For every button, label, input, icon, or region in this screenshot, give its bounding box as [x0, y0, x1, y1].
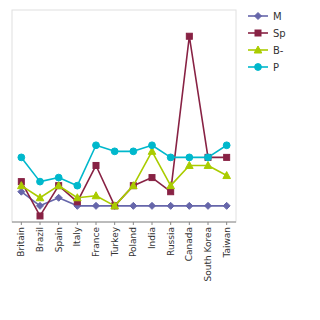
legend-marker — [254, 46, 262, 53]
x-tick-label: India — [147, 227, 157, 249]
point — [167, 202, 174, 209]
legend-label: P — [273, 62, 279, 73]
legend-label: Sp — [273, 28, 286, 39]
point — [149, 142, 156, 149]
x-axis — [12, 222, 236, 223]
legend-marker — [255, 64, 262, 71]
point — [205, 202, 212, 209]
legend: M Sp B- P — [248, 11, 286, 73]
plot-frame — [12, 10, 236, 222]
x-tick-label: Brazil — [35, 227, 45, 252]
x-tick-label: Poland — [128, 227, 138, 257]
point — [36, 194, 44, 201]
point — [55, 174, 62, 181]
point — [167, 154, 174, 161]
chart: Britain Brazil Spain Italy France Turkey Polan… — [0, 0, 320, 320]
point — [186, 33, 192, 39]
x-tick — [226, 222, 227, 225]
x-tick — [208, 222, 209, 225]
x-tick-label: Russia — [166, 227, 176, 256]
point — [37, 213, 43, 219]
point — [18, 188, 25, 195]
x-tick-label: South Korea — [203, 227, 213, 282]
point — [186, 202, 193, 209]
x-tick-label: Turkey — [110, 226, 120, 257]
legend-marker — [255, 30, 261, 36]
point — [149, 202, 156, 209]
point — [167, 182, 175, 189]
x-ticks: Britain Brazil Spain Italy France Turkey Polan… — [16, 222, 231, 282]
point — [149, 175, 155, 181]
x-tick-label: Britain — [16, 227, 26, 257]
series-line — [21, 36, 226, 216]
series — [18, 142, 230, 189]
x-tick — [152, 222, 153, 225]
point — [93, 162, 99, 168]
point — [55, 194, 62, 201]
x-tick-label: Italy — [72, 226, 82, 246]
point — [37, 202, 44, 209]
x-tick-label: Spain — [54, 227, 64, 252]
point — [74, 194, 82, 201]
point — [205, 154, 212, 161]
x-tick — [170, 222, 171, 225]
point — [130, 148, 137, 155]
point — [111, 148, 118, 155]
x-tick-label: Taiwan — [222, 227, 232, 259]
x-tick-label: Canada — [184, 227, 194, 261]
point — [55, 182, 63, 189]
point — [92, 192, 100, 199]
data-area — [18, 33, 231, 219]
point — [130, 183, 136, 189]
point — [18, 182, 26, 189]
point — [186, 154, 193, 161]
x-tick — [21, 222, 22, 225]
point — [130, 182, 138, 189]
legend-label: M — [273, 11, 282, 22]
point — [223, 202, 230, 209]
x-tick — [96, 222, 97, 225]
x-tick — [189, 222, 190, 225]
series-line — [21, 192, 226, 206]
point — [18, 154, 25, 161]
point — [223, 172, 231, 179]
series — [18, 33, 229, 219]
point — [93, 142, 100, 149]
x-tick — [40, 222, 41, 225]
series — [18, 147, 231, 209]
point — [111, 202, 119, 209]
x-tick — [58, 222, 59, 225]
point — [74, 182, 81, 189]
legend-marker — [255, 13, 262, 20]
legend-label: B- — [273, 45, 284, 56]
x-tick — [77, 222, 78, 225]
point — [223, 142, 230, 149]
point — [56, 183, 62, 189]
x-tick — [114, 222, 115, 225]
x-tick — [133, 222, 134, 225]
point — [224, 154, 230, 160]
point — [93, 202, 100, 209]
point — [130, 202, 137, 209]
point — [168, 189, 174, 195]
point — [205, 154, 211, 160]
point — [186, 161, 194, 168]
series-line — [21, 145, 226, 185]
x-tick-label: France — [91, 227, 101, 257]
point — [37, 178, 44, 185]
point — [204, 161, 212, 168]
